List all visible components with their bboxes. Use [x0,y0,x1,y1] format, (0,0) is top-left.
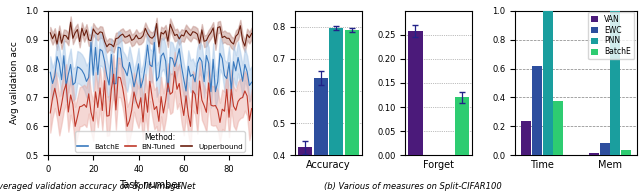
X-axis label: Task number: Task number [118,180,181,190]
Bar [543,11,552,155]
Bar [329,28,343,193]
Bar [408,31,422,155]
Bar [532,66,541,155]
Bar [314,78,328,193]
Bar [344,30,359,193]
Legend: VAN, EWC, PNN, BatchE: VAN, EWC, PNN, BatchE [588,12,634,59]
Bar [611,11,620,155]
Text: (a) Averaged validation accuracy on Split-ImageNet: (a) Averaged validation accuracy on Spli… [0,182,195,191]
Bar [521,121,531,155]
Bar [298,147,312,193]
Y-axis label: Avg validation acc: Avg validation acc [10,41,19,124]
Text: (b) Various of measures on Split-CIFAR100: (b) Various of measures on Split-CIFAR10… [324,182,502,191]
Bar [589,153,599,155]
Bar [454,97,469,155]
Bar [621,150,631,155]
Bar [600,143,609,155]
Bar [554,101,563,155]
Legend: BatchE, BN-Tuned, Upperbound: BatchE, BN-Tuned, Upperbound [75,131,245,152]
